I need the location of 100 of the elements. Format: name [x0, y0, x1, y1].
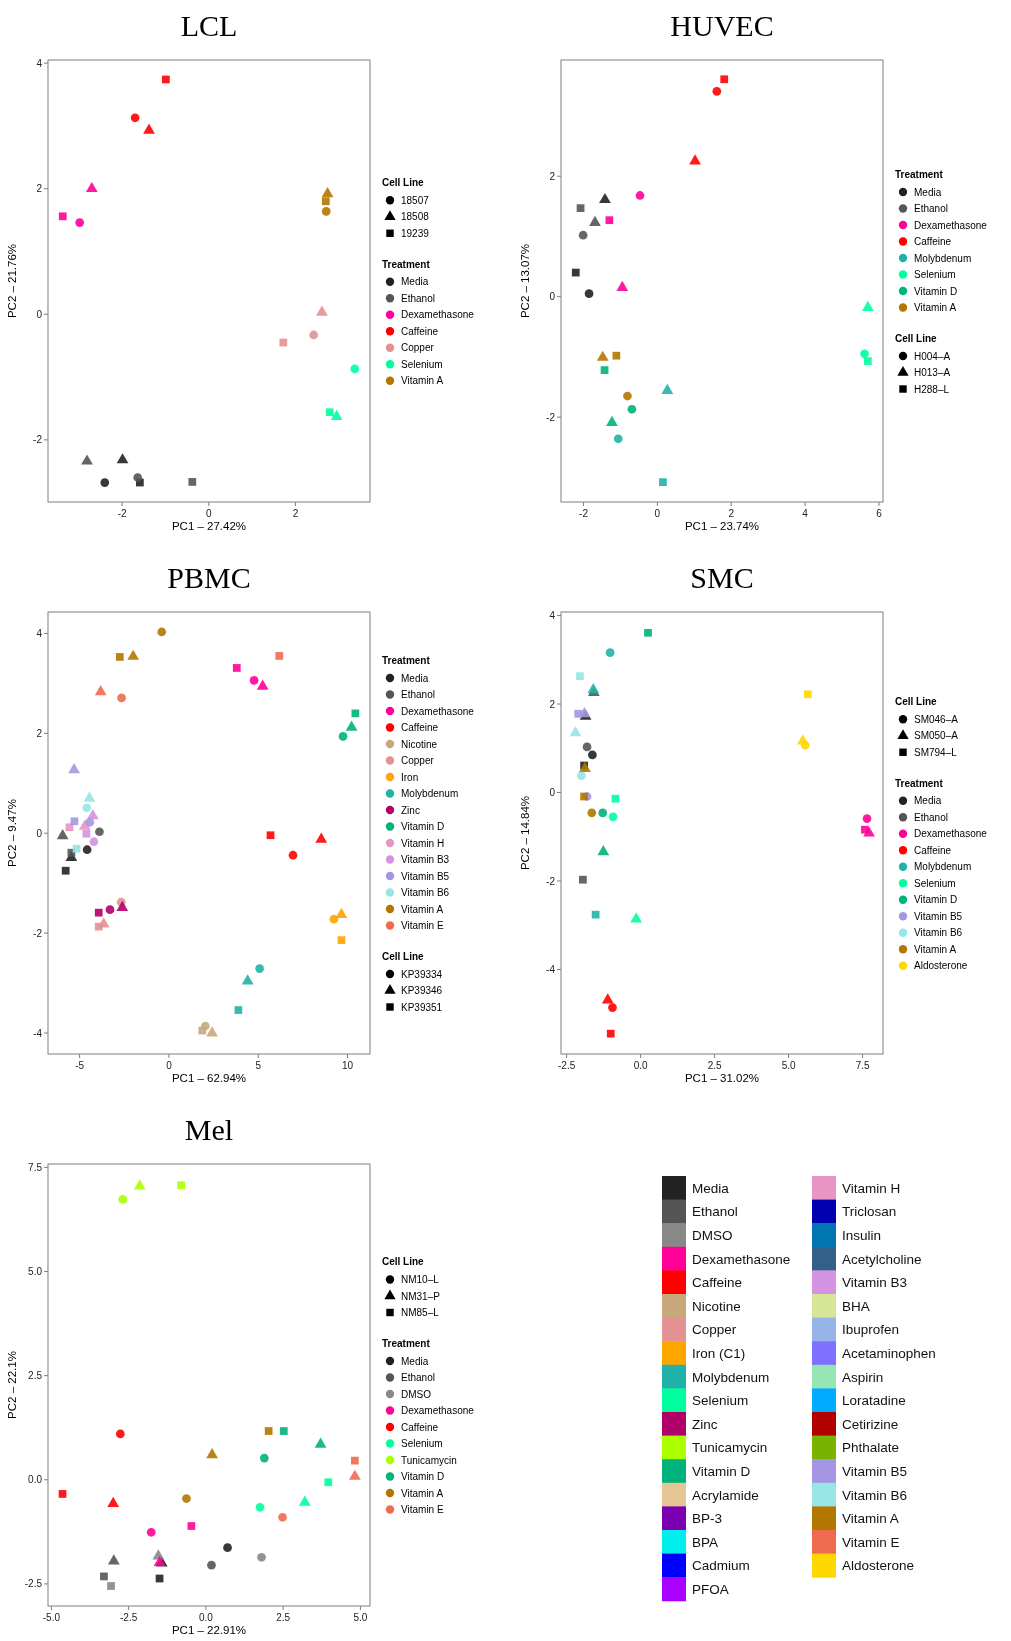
legend-label: Vitamin A: [401, 903, 444, 915]
chart-title: LCL: [180, 9, 238, 42]
x-axis-title: PC1 – 62.94%: [171, 1072, 247, 1084]
legend-label: Vitamin E: [401, 1504, 444, 1515]
category-label: Phthalate: [842, 1440, 900, 1456]
text: SM046–A: [914, 713, 959, 725]
category-label: Iron (C1): [692, 1346, 746, 1361]
text: KP39351: [401, 1001, 443, 1013]
chart-title: PBMC: [167, 561, 251, 594]
y-tick-label: 0: [549, 787, 556, 799]
category-label: Insulin: [842, 1228, 882, 1243]
x-axis-title: PC1 – 22.91%: [171, 1624, 247, 1636]
legend-label: Ethanol: [401, 292, 435, 304]
category-label: Copper: [692, 1322, 737, 1338]
x-tick-label: 2.5: [707, 1060, 722, 1071]
legend-title: Treatment: [382, 258, 431, 270]
x-tick-label: 2: [292, 508, 299, 519]
category-label: Molybdenum: [692, 1369, 770, 1385]
legend-label: Dexamethasone: [914, 219, 988, 231]
text: KP39334: [401, 968, 443, 980]
legend-label: Molybdenum: [914, 252, 972, 264]
x-tick-label: -5: [75, 1060, 85, 1071]
x-axis-title: PC1 – 23.74%: [684, 520, 760, 532]
y-tick-label: -2: [546, 875, 556, 887]
text: Cell Line: [895, 332, 938, 344]
x-tick-label: 2.5: [276, 1612, 291, 1623]
legend-label: Vitamin A: [914, 302, 957, 313]
y-tick-label: 2: [36, 727, 43, 739]
legend-label: Dexamethasone: [914, 828, 988, 840]
legend-label: Selenium: [914, 877, 956, 889]
category-label: Dexamethasone: [692, 1251, 791, 1267]
legend-label: Aldosterone: [914, 960, 968, 972]
text: NM10–L: [401, 1274, 440, 1285]
text: SM794–L: [914, 746, 958, 758]
category-label: Vitamin B3: [842, 1275, 908, 1291]
y-tick-label: 4: [36, 57, 43, 69]
y-tick-label: 4: [549, 610, 556, 622]
legend-label: Vitamin E: [401, 920, 444, 931]
legend-title: Treatment: [382, 654, 431, 666]
x-tick-label: 0: [166, 1060, 173, 1071]
y-axis-title: PC2 – 21.76%: [6, 243, 18, 319]
legend-label: Vitamin D: [401, 1471, 445, 1482]
y-tick-label: 7.5: [28, 1161, 43, 1173]
x-tick-label: 2: [728, 508, 735, 519]
category-label: Vitamin D: [692, 1464, 751, 1479]
text: NM31–P: [401, 1290, 441, 1302]
y-tick-label: -2: [33, 927, 43, 939]
text: 18507: [401, 194, 430, 206]
y-axis-title: PC2 – 9.47%: [6, 799, 18, 867]
legend-label: Media: [401, 672, 429, 684]
legend-label: Zinc: [401, 804, 420, 816]
legend-label: Tunicamycin: [401, 1454, 457, 1466]
legend-label: Caffeine: [401, 325, 439, 337]
legend-title: Treatment: [895, 168, 944, 180]
legend-label: Vitamin B6: [401, 887, 450, 898]
legend-label: Dexamethasone: [401, 705, 475, 717]
text: KP39346: [401, 985, 443, 996]
x-tick-label: -2.5: [558, 1060, 576, 1071]
text: Cell Line: [382, 950, 425, 962]
chart-title: Mel: [184, 1113, 234, 1146]
legend-label: Molybdenum: [401, 788, 459, 799]
legend-label: Vitamin A: [401, 375, 444, 387]
text: SM050–A: [914, 730, 959, 742]
y-tick-label: 2: [549, 170, 556, 182]
legend-label: Selenium: [914, 269, 956, 280]
y-tick-label: 2.5: [28, 1370, 43, 1382]
legend-label: Copper: [401, 342, 435, 354]
category-label: Zinc: [692, 1416, 718, 1432]
y-axis-title: PC2 – 22.1%: [6, 1351, 18, 1419]
y-tick-label: -2.5: [24, 1578, 43, 1590]
x-tick-label: -2: [579, 508, 589, 519]
legend-label: Vitamin B5: [914, 910, 963, 922]
category-label: BPA: [692, 1534, 719, 1550]
legend-title: Treatment: [895, 777, 944, 789]
legend-label: DMSO: [401, 1388, 432, 1400]
x-tick-label: 5.0: [353, 1612, 368, 1623]
legend-label: Vitamin B5: [401, 870, 450, 882]
y-tick-label: 0: [36, 308, 43, 320]
legend-label: Molybdenum: [914, 861, 972, 873]
category-label: Tunicamycin: [692, 1440, 768, 1456]
legend-label: Caffeine: [401, 1421, 439, 1433]
category-label: Nicotine: [692, 1298, 741, 1314]
legend-label: Vitamin D: [914, 894, 958, 906]
x-tick-label: 5: [255, 1060, 262, 1071]
legend-label: Ethanol: [401, 1372, 435, 1383]
y-tick-label: 0: [36, 827, 43, 839]
x-tick-label: 10: [341, 1060, 354, 1071]
text: 18508: [401, 211, 430, 223]
category-label: Selenium: [692, 1393, 749, 1409]
text: H013–A: [914, 367, 951, 378]
x-tick-label: 0.0: [198, 1612, 214, 1623]
category-label: Acrylamide: [692, 1487, 759, 1503]
category-label: DMSO: [692, 1228, 733, 1243]
legend-label: Copper: [401, 755, 435, 766]
text: Cell Line: [382, 1256, 425, 1268]
text: Cell Line: [382, 177, 425, 188]
x-tick-label: 6: [876, 508, 883, 519]
legend-label: Dexamethasone: [401, 1405, 475, 1416]
x-tick-label: 4: [802, 508, 809, 519]
y-axis-title: PC2 – 14.84%: [519, 795, 531, 871]
